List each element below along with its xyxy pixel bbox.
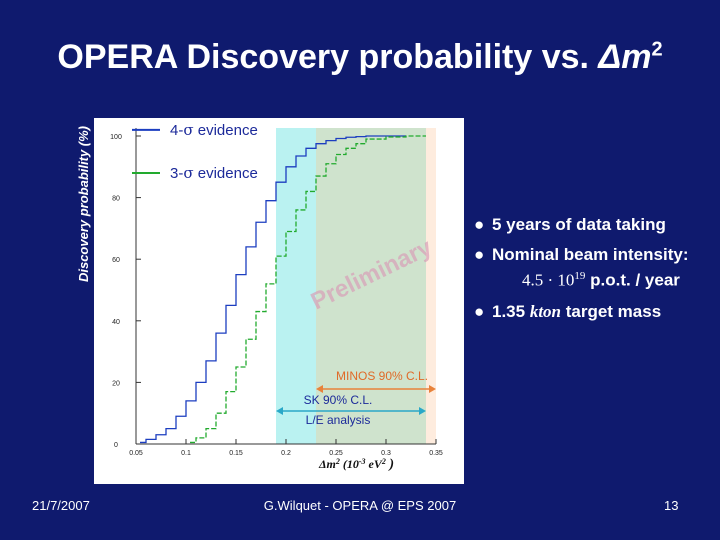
page-number: 13 — [664, 498, 679, 513]
mass-unit: kton — [529, 301, 561, 321]
y-tick-label: 0 — [114, 442, 118, 449]
legend-label: 4-σ evidence — [170, 121, 258, 139]
slide-title: OPERA Discovery probability vs. Δm2 — [0, 38, 720, 77]
sk-arrowhead-right — [419, 407, 426, 415]
legend: 4-σ evidence 3-σ evidence — [132, 121, 258, 182]
bullet-beam-intensity: ● Nominal beam intensity: — [474, 244, 714, 266]
bullet-target-mass: ● 1.35 kton target mass — [474, 301, 714, 323]
y-axis-label: Discovery probability (%) — [76, 125, 91, 283]
band-overlap — [316, 128, 426, 444]
series-line-4sigma — [140, 135, 406, 444]
legend-label: 3-σ evidence — [170, 164, 258, 182]
bullet-list: ● 5 years of data taking ● Nominal beam … — [474, 214, 714, 331]
x-tick-label: 0.15 — [229, 450, 243, 457]
series-group — [140, 135, 426, 444]
x-tick-label: 0.2 — [281, 450, 291, 457]
footer-author: G.Wilquet - OPERA @ EPS 2007 — [263, 498, 457, 513]
bullet-dot: ● — [474, 301, 485, 321]
bands — [276, 128, 436, 444]
sk-label: SK 90% C.L. — [304, 393, 373, 407]
pot-exponent: 19 — [574, 270, 586, 282]
y-tick-label: 100 — [110, 134, 122, 141]
x-tick-label: 0.35 — [429, 450, 443, 457]
axes: 0.05 0.1 0.15 0.2 0.25 0.3 0.35 0 20 40 60 80 100 Δm2… — [110, 128, 443, 472]
bullet-data-taking: ● 5 years of data taking — [474, 214, 714, 236]
bullet-text: 5 years of data taking — [492, 215, 666, 234]
y-tick-label: 80 — [112, 196, 120, 203]
title-text: OPERA Discovery probability vs. — [57, 38, 599, 76]
x-tick-label: 0.25 — [329, 450, 343, 457]
x-tick-label: 0.3 — [381, 450, 391, 457]
bullet-dot: ● — [474, 245, 485, 264]
pot-line: 4.5 · 1019 p.o.t. / year — [474, 270, 714, 291]
sk-arrowhead-left — [276, 407, 283, 415]
pot-unit: p.o.t. / year — [585, 270, 680, 290]
le-label: L/E analysis — [306, 413, 371, 427]
x-tick-label: 0.1 — [181, 450, 191, 457]
y-tick-label: 20 — [112, 380, 120, 387]
series-line-3sigma — [190, 135, 426, 444]
bullet-text: Nominal beam intensity: — [492, 245, 689, 264]
minos-arrowhead-left — [316, 385, 323, 393]
footer-date: 21/7/2007 — [32, 498, 90, 513]
x-tick-label: 0.05 — [129, 450, 143, 457]
y-tick-label: 60 — [112, 257, 120, 264]
x-axis-label: Δm2 (10-3 eV2 ) — [318, 457, 394, 473]
bullet-dot: ● — [474, 215, 485, 234]
pot-base: 4.5 · 10 — [522, 270, 575, 290]
chart: 0.05 0.1 0.15 0.2 0.25 0.3 0.35 0 20 40 60 80 100 Δm2… — [94, 118, 464, 484]
mass-text: target mass — [561, 301, 662, 321]
mass-value: 1.35 — [492, 301, 530, 321]
title-symbol: Δm — [598, 38, 652, 76]
minos-label: MINOS 90% C.L. — [336, 369, 428, 383]
y-tick-label: 40 — [112, 319, 120, 326]
title-exponent: 2 — [651, 38, 663, 61]
minos-arrowhead-right — [429, 385, 436, 393]
